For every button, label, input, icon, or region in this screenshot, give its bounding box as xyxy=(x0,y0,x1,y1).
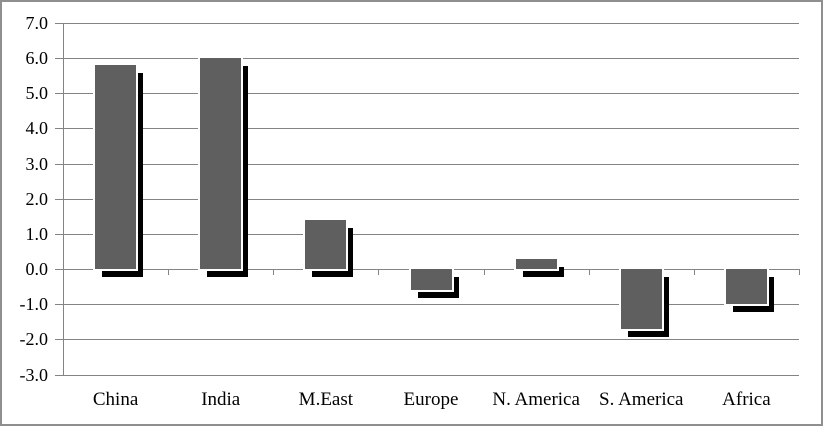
category-label: Africa xyxy=(722,389,771,410)
y-axis-tick xyxy=(55,198,63,200)
gridline xyxy=(63,163,799,165)
y-axis-tick-label: -1.0 xyxy=(19,294,49,315)
category-axis-tick xyxy=(273,269,275,276)
gridline xyxy=(63,198,799,200)
y-axis-tick-label: 7.0 xyxy=(25,13,49,33)
y-axis-tick xyxy=(55,128,63,130)
y-axis-tick-label: -2.0 xyxy=(19,329,49,350)
y-axis-tick-label: 5.0 xyxy=(25,83,49,104)
y-axis-tick-label: 6.0 xyxy=(25,48,49,69)
gridline xyxy=(63,374,799,376)
y-axis-tick xyxy=(55,58,63,60)
y-axis-tick xyxy=(55,23,63,24)
y-axis-tick xyxy=(55,304,63,306)
bar-shadow xyxy=(522,266,564,278)
category-label: N. America xyxy=(492,389,580,410)
y-axis-tick-label: 1.0 xyxy=(25,223,49,244)
category-axis-tick xyxy=(378,269,380,276)
gridline xyxy=(63,233,799,235)
category-axis-tick xyxy=(168,269,170,276)
bar xyxy=(723,267,769,307)
gridline xyxy=(63,128,799,130)
bar xyxy=(618,267,664,331)
y-axis-tick xyxy=(55,339,63,341)
y-axis-tick xyxy=(55,163,63,165)
gridline xyxy=(63,93,799,95)
y-axis-tick-label: -3.0 xyxy=(19,364,49,385)
y-axis-line xyxy=(63,23,64,376)
gridline xyxy=(63,339,799,341)
bar xyxy=(303,217,349,272)
y-axis-tick-label: 3.0 xyxy=(25,153,49,174)
bar xyxy=(198,56,244,272)
y-axis-tick xyxy=(55,233,63,235)
bar xyxy=(408,267,454,293)
category-axis-tick xyxy=(483,269,485,276)
y-axis-tick xyxy=(55,93,63,95)
category-label: Europe xyxy=(403,389,459,410)
category-axis-tick xyxy=(799,269,800,276)
gridline xyxy=(63,23,799,24)
y-axis-tick-label: 0.0 xyxy=(25,259,49,280)
category-label: S. America xyxy=(599,389,684,410)
y-axis-tick xyxy=(55,374,63,376)
y-axis-tick-label: 2.0 xyxy=(25,188,49,209)
y-axis-tick xyxy=(55,269,63,271)
bar xyxy=(93,63,139,272)
y-axis-tick-label: 4.0 xyxy=(25,118,49,139)
gridline xyxy=(63,304,799,306)
category-axis-tick xyxy=(693,269,695,276)
bar xyxy=(513,256,559,271)
category-label: China xyxy=(92,389,139,410)
category-label: M.East xyxy=(298,389,354,410)
category-axis-tick xyxy=(588,269,590,276)
category-label: India xyxy=(201,389,241,410)
gridline xyxy=(63,58,799,60)
category-axis-tick xyxy=(63,269,64,276)
